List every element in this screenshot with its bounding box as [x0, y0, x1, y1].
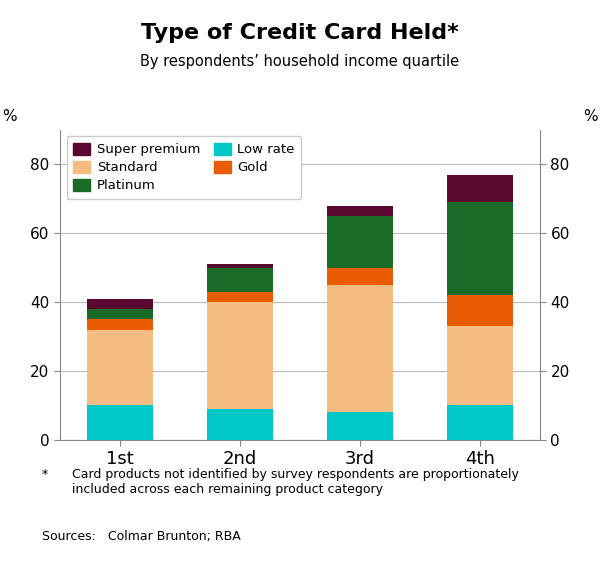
Bar: [447, 202, 513, 295]
Bar: [207, 267, 273, 292]
Bar: [447, 295, 513, 326]
Legend: Super premium, Standard, Platinum, Low rate, Gold, : Super premium, Standard, Platinum, Low r…: [67, 136, 301, 199]
Bar: [327, 412, 393, 440]
Bar: [327, 267, 393, 285]
Bar: [207, 302, 273, 409]
Bar: [327, 205, 393, 216]
Bar: [87, 319, 153, 329]
Bar: [87, 406, 153, 440]
Bar: [327, 216, 393, 267]
Bar: [447, 174, 513, 202]
Bar: [87, 329, 153, 406]
Bar: [447, 406, 513, 440]
Text: *: *: [42, 468, 48, 481]
Bar: [87, 309, 153, 319]
Bar: [207, 409, 273, 440]
Bar: [327, 285, 393, 412]
Text: %: %: [2, 108, 17, 124]
Text: Sources:   Colmar Brunton; RBA: Sources: Colmar Brunton; RBA: [42, 530, 241, 543]
Bar: [87, 298, 153, 309]
Bar: [207, 264, 273, 267]
Text: Type of Credit Card Held*: Type of Credit Card Held*: [141, 23, 459, 42]
Text: By respondents’ household income quartile: By respondents’ household income quartil…: [140, 54, 460, 69]
Text: Card products not identified by survey respondents are proportionately
included : Card products not identified by survey r…: [72, 468, 519, 496]
Text: %: %: [583, 108, 598, 124]
Bar: [447, 326, 513, 406]
Bar: [207, 292, 273, 302]
